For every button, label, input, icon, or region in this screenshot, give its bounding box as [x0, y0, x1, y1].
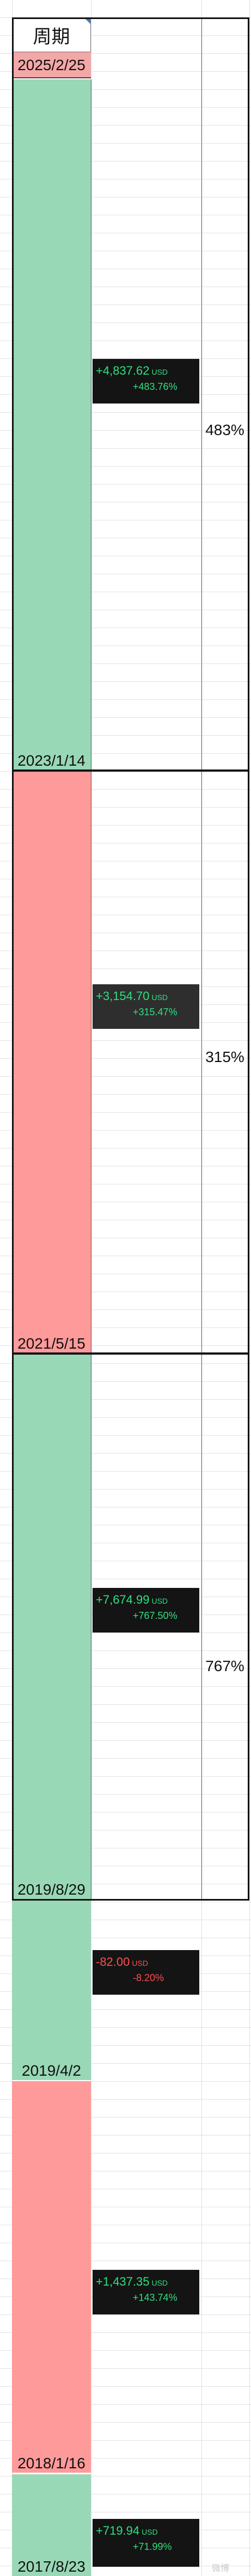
return-percent-cell[interactable]: 767% [205, 1658, 244, 1674]
column-separator [201, 17, 202, 1899]
column-divider [249, 0, 250, 2576]
gain-ticker: +7,674.99 USD +767.50% [93, 1588, 199, 1632]
cycle-bar-up[interactable]: 2019/4/2 [12, 1901, 91, 2080]
gain-percent: +315.47% [133, 1007, 177, 1017]
current-date-cell[interactable]: 2025/2/25 [12, 52, 91, 78]
cycle-end-date: 2019/4/2 [22, 2062, 81, 2079]
gain-ticker: +3,154.70 USD +315.47% [93, 984, 199, 1029]
cycle-bar-down[interactable]: 2021/5/15 [12, 771, 91, 1353]
gain-ticker: +1,437.35 USD +143.74% [93, 2270, 199, 2314]
currency-unit: USD [142, 2528, 158, 2536]
currency-unit: USD [132, 1959, 148, 1967]
return-percent-cell[interactable]: 483% [205, 421, 244, 438]
currency-unit: USD [151, 1597, 168, 1605]
gain-ticker: +719.94 USD +71.99% [93, 2519, 199, 2567]
gain-ticker: +4,837.62 USD +483.76% [93, 359, 199, 404]
cycle-bar-up[interactable]: 2023/1/14 [12, 79, 91, 770]
gain-percent: -8.20% [133, 1972, 164, 1983]
gain-value: +1,437.35 [96, 2275, 150, 2288]
cycle-end-date: 2019/8/29 [17, 1881, 85, 1898]
gain-percent: +767.50% [133, 1610, 177, 1621]
currency-unit: USD [151, 368, 168, 376]
gain-value: +719.94 [96, 2524, 140, 2537]
return-percent-cell[interactable]: 315% [205, 1048, 244, 1065]
gain-ticker: -82.00 USD -8.20% [93, 1950, 199, 1995]
cycle-end-date: 2018/1/16 [17, 2455, 85, 2472]
currency-unit: USD [151, 993, 168, 1002]
cycle-end-date: 2021/5/15 [17, 1335, 85, 1352]
cycle-bar-up[interactable]: 2019/8/29 [12, 1354, 91, 1899]
gain-value: +4,837.62 [96, 364, 150, 377]
gain-value: +3,154.70 [96, 989, 150, 1003]
filter-corner-icon[interactable] [84, 17, 90, 24]
currency-unit: USD [151, 2279, 168, 2287]
gain-percent: +143.74% [133, 2292, 177, 2303]
cycle-bar-down[interactable]: 2018/1/16 [12, 2081, 91, 2473]
cycle-end-date: 2023/1/14 [17, 752, 85, 769]
gain-percent: +71.99% [133, 2541, 172, 2552]
gain-value: +7,674.99 [96, 1593, 150, 1606]
cycle-end-date: 2017/8/23 [17, 2558, 85, 2575]
gain-percent: +483.76% [133, 381, 177, 392]
gain-value: -82.00 [96, 1955, 130, 1969]
watermark: 微博 [211, 2564, 229, 2573]
period-column-header[interactable]: 周期 [12, 17, 91, 52]
cycle-bar-up[interactable]: 2017/8/23 [12, 2474, 91, 2576]
